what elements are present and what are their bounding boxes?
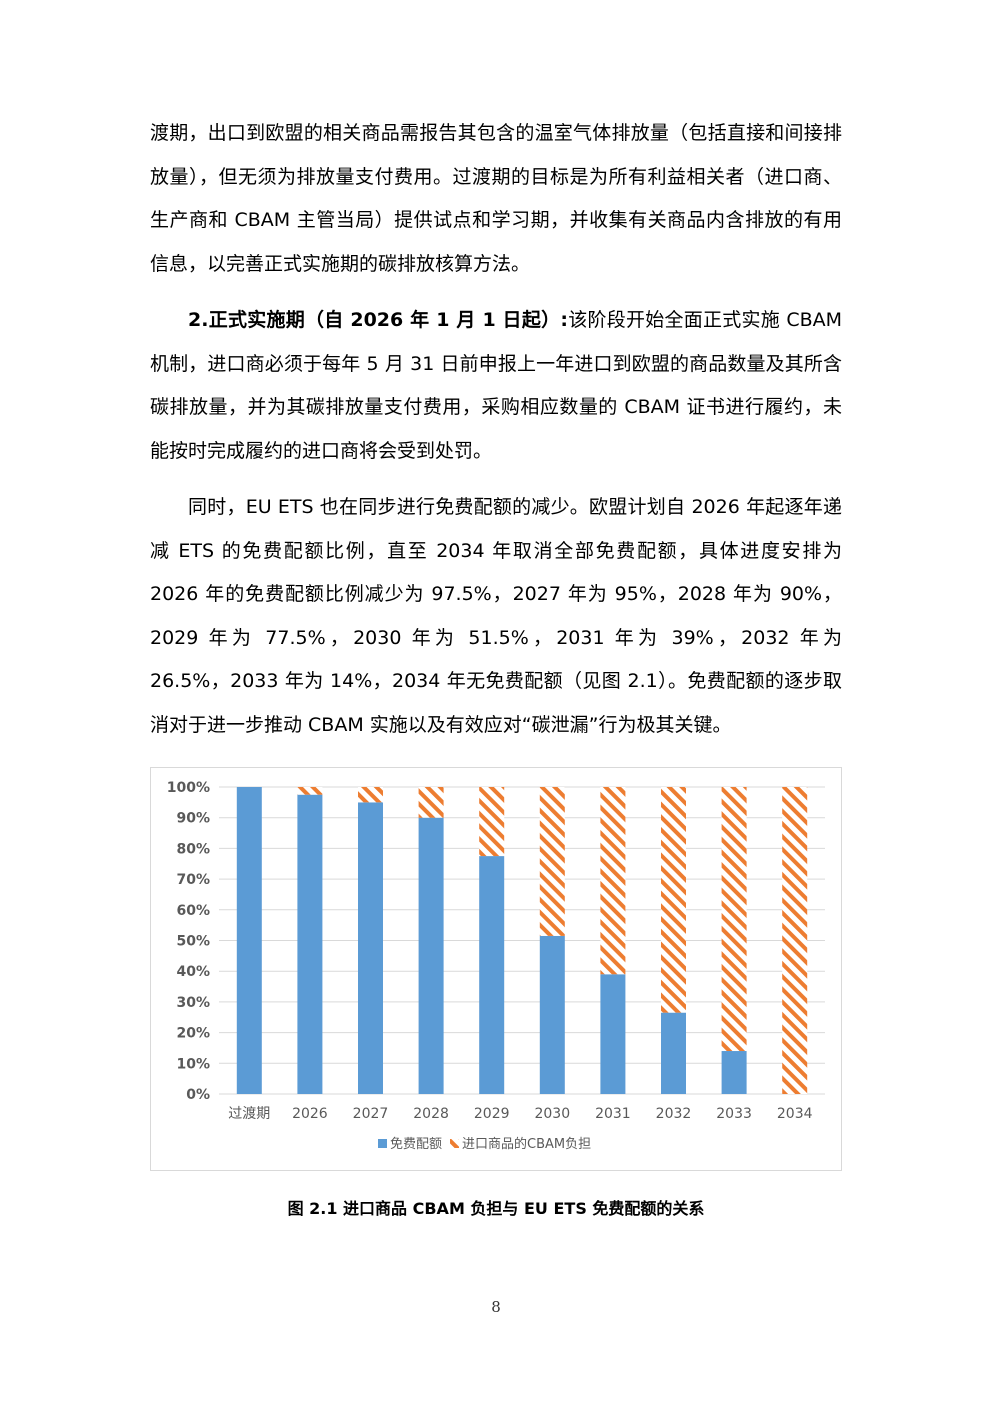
y-tick-label: 0% xyxy=(186,1087,210,1103)
y-tick-label: 50% xyxy=(176,934,210,950)
y-tick-label: 30% xyxy=(176,995,210,1011)
bar-free-allowance xyxy=(358,802,383,1094)
y-tick-label: 80% xyxy=(176,841,210,857)
y-tick-label: 100% xyxy=(167,780,210,796)
legend-swatch-free-allowance xyxy=(378,1139,387,1148)
bar-cbam-burden xyxy=(297,787,323,795)
x-tick-label: 2030 xyxy=(534,1106,570,1122)
y-tick-label: 60% xyxy=(176,903,210,919)
bar-cbam-burden xyxy=(721,787,747,1052)
bar-cbam-burden xyxy=(539,787,565,936)
bar-free-allowance xyxy=(600,974,626,1094)
y-tick-label: 10% xyxy=(176,1056,210,1072)
x-tick-label: 2027 xyxy=(353,1106,389,1122)
bar-cbam-burden xyxy=(661,787,686,1013)
paragraph-text: 该阶段开始全面正式实施 CBAM 机制，进口商必须于每年 5 月 31 日前申报… xyxy=(150,309,843,462)
bar-free-allowance xyxy=(418,817,444,1094)
y-tick-label: 40% xyxy=(176,964,210,980)
legend-label: 免费配额 xyxy=(390,1137,442,1152)
y-tick-label: 70% xyxy=(176,872,210,888)
bar-free-allowance xyxy=(479,856,505,1094)
legend-label: 进口商品的CBAM负担 xyxy=(462,1136,591,1152)
paragraph-text: 渡期，出口到欧盟的相关商品需报告其包含的温室气体排放量（包括直接和间接排放量），… xyxy=(150,122,842,275)
bar-cbam-burden xyxy=(782,787,808,1094)
x-tick-label: 2034 xyxy=(777,1106,813,1122)
x-tick-label: 2026 xyxy=(292,1106,328,1122)
bar-free-allowance xyxy=(236,787,262,1094)
paragraph-transition-period: 渡期，出口到欧盟的相关商品需报告其包含的温室气体排放量（包括直接和间接排放量），… xyxy=(150,112,842,286)
bar-free-allowance xyxy=(297,794,323,1094)
bar-cbam-burden xyxy=(418,787,444,818)
page-number: 8 xyxy=(491,1298,501,1316)
bar-cbam-burden xyxy=(358,787,383,803)
x-tick-label: 2033 xyxy=(716,1106,752,1122)
x-tick-label: 2028 xyxy=(413,1106,449,1122)
y-tick-label: 20% xyxy=(176,1026,210,1042)
paragraph-heading-bold: 2.正式实施期（自 2026 年 1 月 1 日起）: xyxy=(188,309,568,331)
bar-cbam-burden xyxy=(479,787,505,857)
bar-free-allowance xyxy=(721,1051,747,1094)
paragraph-text: 同时，EU ETS 也在同步进行免费配额的减少。欧盟计划自 2026 年起逐年递… xyxy=(150,496,842,736)
x-tick-label: 2031 xyxy=(595,1106,631,1122)
bar-cbam-burden xyxy=(600,787,626,975)
x-tick-label: 过渡期 xyxy=(228,1106,270,1122)
paragraph-free-allowance: 同时，EU ETS 也在同步进行免费配额的减少。欧盟计划自 2026 年起逐年递… xyxy=(150,486,842,748)
bar-free-allowance xyxy=(661,1012,686,1094)
paragraph-formal-period: 2.正式实施期（自 2026 年 1 月 1 日起）:该阶段开始全面正式实施 C… xyxy=(150,299,842,473)
x-tick-label: 2029 xyxy=(474,1106,510,1122)
y-tick-label: 90% xyxy=(176,811,210,827)
figure-caption: 图 2.1 进口商品 CBAM 负担与 EU ETS 免费配额的关系 xyxy=(287,1199,705,1218)
legend-swatch-cbam-burden xyxy=(450,1139,460,1148)
bar-free-allowance xyxy=(539,935,565,1094)
stacked-bar-chart: 0% 10% 20% 30% 40% 50% 60% 70% 80% 90% 100% 过渡期 2026… xyxy=(167,780,825,1152)
x-tick-label: 2032 xyxy=(656,1106,692,1122)
chart-container: 0% 10% 20% 30% 40% 50% 60% 70% 80% 90% 100% 过渡期 2026… xyxy=(150,767,842,1171)
